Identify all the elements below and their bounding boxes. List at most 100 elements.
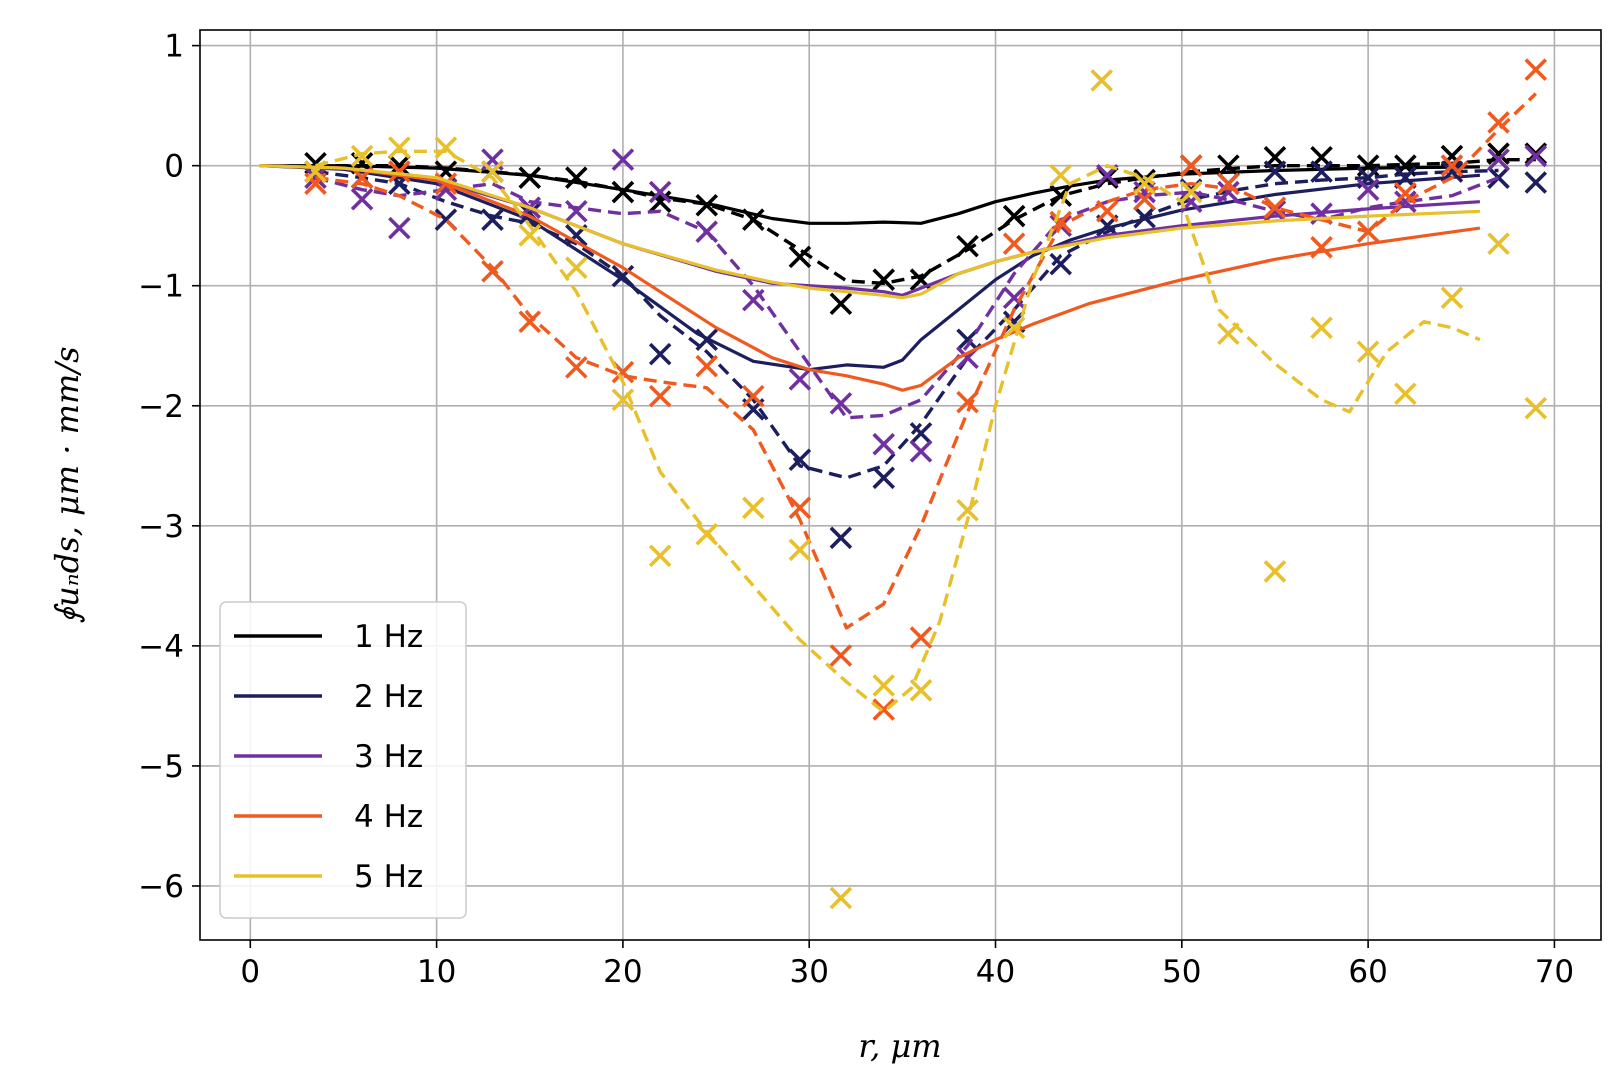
series-1-hz-marker [1487,142,1510,165]
series-2-hz-marker [1524,171,1548,194]
series-4-hz-marker [956,390,979,414]
series-2-hz-marker [788,448,812,472]
series-4-hz-marker [829,644,853,667]
series-4-hz-marker [388,160,411,183]
y-tick-label: −5 [138,749,184,785]
x-tick-label: 10 [417,954,456,990]
series-4-hz-marker [1217,172,1240,195]
series-4-hz-marker [1524,58,1548,81]
series-4-hz-marker [648,384,672,408]
legend-label-5-hz: 5 Hz [354,859,423,895]
series-5-hz-marker [518,224,542,247]
y-tick-label: −6 [138,869,184,905]
series-3-hz-marker [565,200,588,223]
x-tick-label: 20 [603,954,642,990]
series-4-hz-marker [1049,210,1072,234]
legend-label-2-hz: 2 Hz [354,679,423,715]
y-tick-label: −1 [138,269,184,305]
series-5-hz-marker [742,496,765,520]
series-1-hz-marker [611,180,635,204]
plot-frame [199,29,1602,941]
series-3-hz-marker [829,392,853,415]
x-axis-label: r, μm [858,1027,941,1065]
series-4-hz-marker [1394,181,1417,205]
series-5-hz-marker [1394,382,1417,406]
series-5-hz-marker [1524,396,1548,420]
series-5-hz-solid-line [259,164,1480,300]
series-5-hz-marker [695,522,719,546]
series-5-hz-marker [434,136,458,159]
series-1-hz-marker [648,190,672,213]
series-3-hz-marker [1356,178,1380,201]
series-3-hz-marker [611,148,635,171]
series-2-hz-marker [1263,160,1287,183]
series-4-hz-marker [909,626,933,649]
series-2-hz-marker [1440,160,1464,183]
series-5-hz-marker [565,256,588,279]
x-tick-label: 40 [976,954,1015,990]
x-tick-label: 60 [1348,954,1387,990]
series-5-hz-marker [1263,560,1287,583]
series-3-hz-marker [1487,148,1510,171]
series-5-hz-marker [350,144,374,168]
series-layer [259,58,1548,910]
series-1-hz-solid-line [259,164,1480,225]
x-tick-label: 30 [789,954,828,990]
series-5-hz [259,69,1548,910]
series-5-hz-marker [1133,172,1156,195]
series-1-hz-marker [1217,154,1240,177]
y-tick-label: −3 [138,509,184,545]
series-2-hz-marker [829,526,853,550]
series-1-hz-marker [518,166,542,189]
series-4-hz-marker [872,698,896,721]
series-3-hz-marker [388,216,411,240]
series-5-hz-marker [1356,340,1380,364]
series-5-hz-marker [1440,286,1464,309]
series-5-hz-marker [1487,232,1510,255]
series-4-hz-marker [695,354,719,378]
series-4-hz-marker [1310,236,1333,259]
series-2-hz-solid-line [259,164,1481,372]
series-2-hz-marker [695,328,719,352]
series-1-hz-marker [742,208,765,231]
series-5-hz-marker [829,886,853,910]
series-4-hz-marker [1356,220,1380,243]
series-2-hz-marker [872,466,896,490]
series-3-hz-marker [788,368,812,391]
series-2-hz-marker [648,342,672,366]
series-4-hz-marker [1002,232,1026,255]
series-1-hz-marker [788,245,812,269]
series-2-hz-marker [909,422,933,445]
series-4-hz [259,58,1548,721]
series-4-hz-marker [788,496,812,520]
legend-box [219,601,467,919]
series-1-hz-marker [565,166,588,189]
series-5-hz-marker [872,674,896,697]
series-3-hz-marker [1002,286,1026,309]
legend-label-4-hz: 4 Hz [354,799,423,835]
series-5-hz-marker [1049,163,1072,187]
series-4-hz-marker [565,356,588,379]
series-3-hz-marker [648,180,672,204]
y-tick-label: −4 [138,629,184,665]
series-1-hz-marker [872,268,896,291]
series-3-hz-marker [695,220,719,243]
series-3-hz-marker [1217,180,1240,204]
series-5-hz-marker [1310,316,1333,340]
series-3-hz-marker [350,188,374,211]
series-2-hz-marker [1310,160,1333,183]
series-3-hz-marker [1524,144,1548,168]
series-4-hz-marker [1096,200,1119,223]
series-4-hz-dashed-line [315,92,1537,630]
series-2-hz-marker [956,328,979,352]
series-3-hz-marker [1179,190,1203,213]
series-5-hz-marker [956,498,979,522]
legend: 1 Hz 2 Hz 3 Hz 4 Hz 5 Hz [219,601,467,919]
series-2-hz-marker [611,264,635,288]
y-tick-label: −2 [138,389,184,425]
series-1-hz-marker [829,292,853,315]
series-3-hz-marker [1133,180,1156,204]
series-2-hz-marker [1487,166,1510,189]
